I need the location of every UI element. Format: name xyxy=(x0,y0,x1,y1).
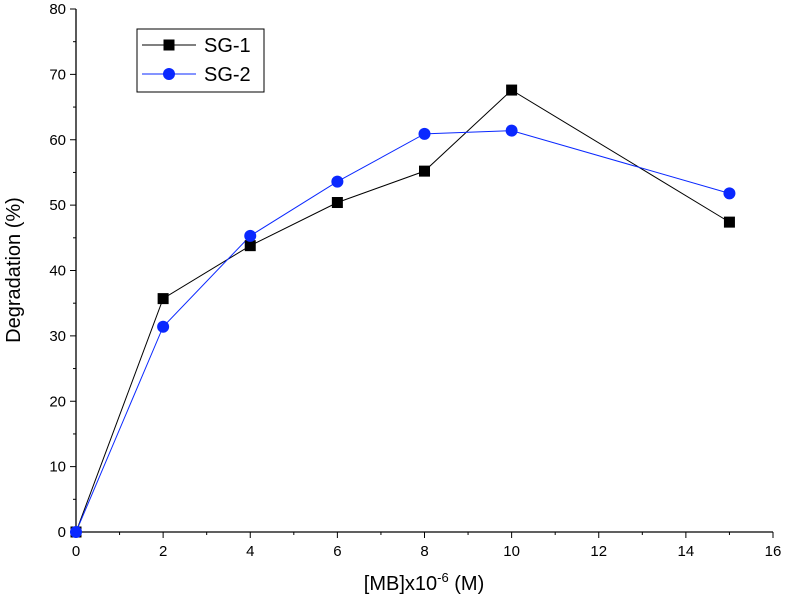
y-tick-label: 10 xyxy=(49,459,66,476)
data-point-sg-2 xyxy=(244,229,257,242)
x-axis-label-sup: -6 xyxy=(437,570,449,585)
data-point-sg-1 xyxy=(506,84,518,96)
legend-box xyxy=(136,28,265,93)
x-tick-label: 8 xyxy=(420,543,428,560)
y-tick-label: 60 xyxy=(49,132,66,149)
y-tick-label: 80 xyxy=(49,1,66,18)
data-point-sg-1 xyxy=(723,216,735,228)
y-tick-label: 30 xyxy=(49,328,66,345)
series-group xyxy=(70,84,736,538)
data-point-sg-1 xyxy=(157,293,169,305)
x-tick-label: 16 xyxy=(765,543,782,560)
data-point-sg-2 xyxy=(723,187,736,200)
y-tick-label: 50 xyxy=(49,197,66,214)
legend: SG-1 SG-2 xyxy=(136,28,265,93)
x-axis-label-unit: (M) xyxy=(449,573,485,595)
x-tick-label: 10 xyxy=(503,543,520,560)
y-axis-label: Degradation (%) xyxy=(3,197,25,343)
series-line-sg-2 xyxy=(75,130,730,533)
x-axis-label: [MB]x10-6 (M) xyxy=(364,570,484,595)
x-tick-label: 2 xyxy=(159,543,167,560)
x-axis-label-main: [MB]x10 xyxy=(364,573,437,595)
y-tick-label: 70 xyxy=(49,66,66,83)
y-tick-label: 40 xyxy=(49,263,66,280)
x-tick-label: 6 xyxy=(333,543,341,560)
data-point-sg-2 xyxy=(505,124,518,137)
y-tick-label: 0 xyxy=(58,524,66,541)
legend-marker xyxy=(163,39,175,51)
data-point-sg-2 xyxy=(418,127,431,140)
data-point-sg-2 xyxy=(157,320,170,333)
data-point-sg-2 xyxy=(331,175,344,188)
legend-label: SG-2 xyxy=(204,64,251,86)
data-point-sg-1 xyxy=(419,165,430,177)
series-line-sg-1 xyxy=(75,89,730,533)
legend-marker xyxy=(163,68,175,80)
x-tick-label: 4 xyxy=(246,543,254,560)
x-tick-label: 0 xyxy=(72,543,80,560)
legend-label: SG-1 xyxy=(204,35,251,57)
y-tick-label: 20 xyxy=(49,393,66,410)
x-tick-label: 12 xyxy=(590,543,607,560)
data-point-sg-2 xyxy=(70,526,82,538)
data-point-sg-1 xyxy=(244,240,256,252)
data-point-sg-1 xyxy=(331,197,343,209)
x-tick-label: 14 xyxy=(678,543,695,560)
axes: 0 2 4 6 8 10 12 14 16 0 10 20 30 40 50 60 70 80 xyxy=(49,1,781,560)
